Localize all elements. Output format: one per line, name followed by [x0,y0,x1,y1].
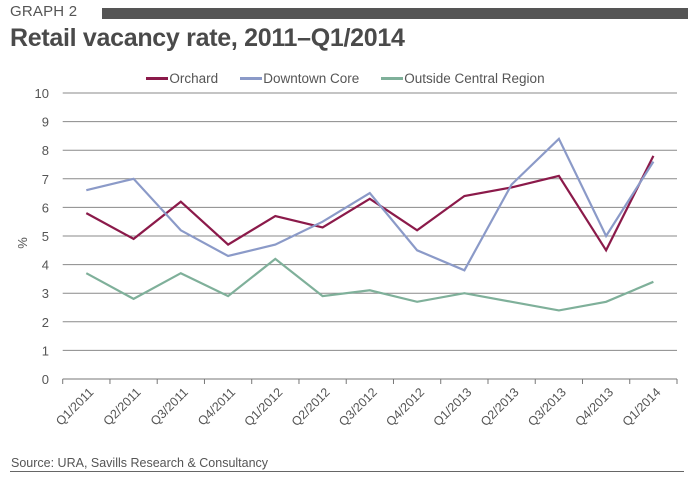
legend-item-downtown-core: Downtown Core [240,71,359,86]
legend: Orchard Downtown Core Outside Central Re… [0,71,691,86]
x-tick-label: Q1/2014 [620,385,664,429]
legend-swatch-downtown-core [240,77,263,80]
x-tick-label: Q2/2013 [478,385,522,429]
y-tick-label: 4 [42,258,49,273]
legend-label-downtown-core: Downtown Core [263,71,360,86]
x-tick-label: Q4/2013 [572,385,616,429]
series-lines [85,136,655,312]
graph-label: GRAPH 2 [10,3,78,20]
y-tick-label: 10 [35,86,49,101]
legend-item-outside-central-region: Outside Central Region [381,71,545,86]
y-tick-label: 3 [42,286,49,301]
legend-swatch-outside-central-region [381,77,404,80]
x-tick-label: Q3/2013 [525,385,569,429]
y-tick-labels: 0 1 2 3 4 5 6 7 8 9 10 [35,86,49,387]
header-bar [102,8,688,19]
y-axis-label: % [15,237,30,249]
x-tick-label: Q2/2012 [289,385,333,429]
y-tick-label: 7 [42,172,49,187]
y-tick-label: 2 [42,315,49,330]
x-tick-label: Q4/2012 [383,385,427,429]
gridlines [62,92,677,351]
legend-label-outside-central-region: Outside Central Region [404,71,545,86]
x-tick-labels: Q1/2011 Q2/2011 Q3/2011 Q4/2011 Q1/2012 Q2/20… [53,385,663,429]
bottom-rule [10,471,684,472]
y-tick-label: 8 [42,143,49,158]
y-tick-label: 5 [42,229,49,244]
chart-title: Retail vacancy rate, 2011–Q1/2014 [10,24,405,52]
x-tick-label: Q4/2011 [195,385,238,428]
y-tick-label: 9 [42,115,49,130]
x-tick-label: Q3/2012 [336,385,380,429]
series-line-outside-central-region [85,257,654,312]
x-tick-label: Q1/2012 [242,385,286,429]
x-tick-label: Q2/2011 [101,385,144,428]
legend-label-orchard: Orchard [169,71,219,86]
x-axis [62,378,678,384]
y-tick-label: 0 [42,372,49,387]
x-tick-label: Q1/2013 [431,385,475,429]
y-tick-label: 1 [42,343,49,358]
y-tick-label: 6 [42,200,49,215]
x-tick-label: Q3/2011 [148,385,191,428]
series-line-downtown-core [86,136,655,272]
x-tick-label: Q1/2011 [53,385,96,428]
source-note: Source: URA, Savills Research & Consulta… [11,456,269,470]
series-line-orchard [85,155,655,253]
legend-item-orchard: Orchard [146,71,218,86]
legend-swatch-orchard [146,77,169,80]
